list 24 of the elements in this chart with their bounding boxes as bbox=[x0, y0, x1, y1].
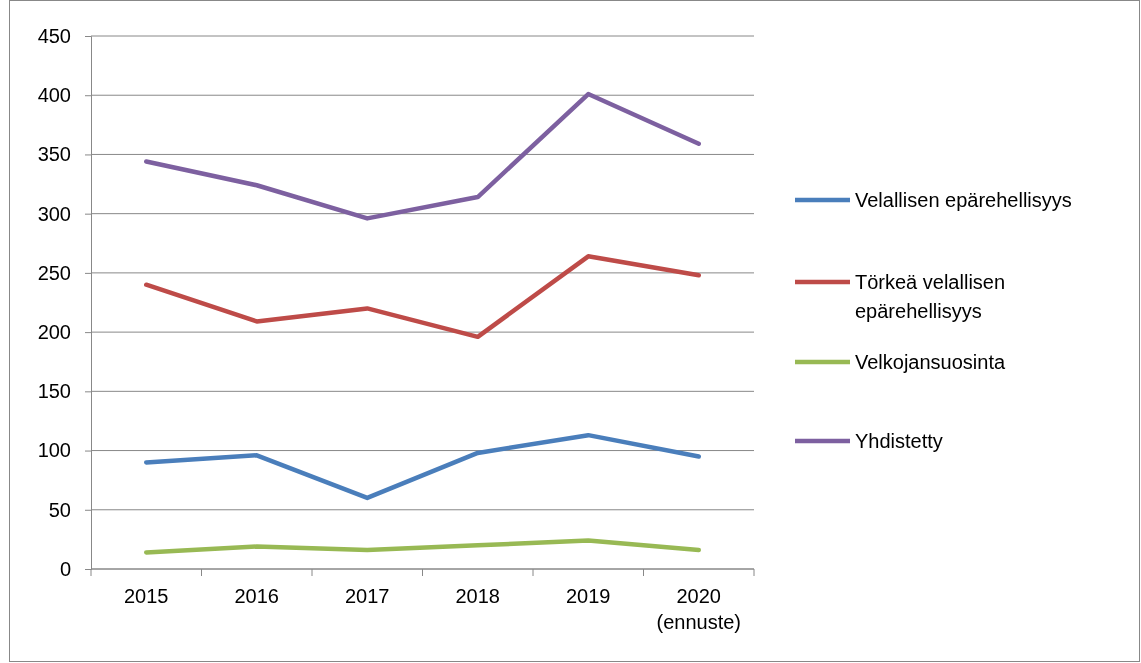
y-tick-label: 100 bbox=[37, 439, 71, 462]
line-series bbox=[144, 432, 701, 501]
y-tick-label: 350 bbox=[37, 143, 71, 166]
x-tick-label: 2017 bbox=[345, 585, 390, 607]
y-tick-label: 0 bbox=[59, 557, 71, 580]
line-series bbox=[144, 538, 701, 555]
legend-label: Velkojansuosinta bbox=[855, 351, 1006, 373]
y-tick-label: 250 bbox=[37, 261, 71, 284]
x-tick-label: 2018 bbox=[455, 585, 500, 607]
y-tick-label: 450 bbox=[37, 24, 71, 47]
legend-label: Velallisen epärehellisyys bbox=[855, 189, 1072, 211]
line-series bbox=[144, 254, 701, 340]
x-tick-label: 2020 (ennuste) bbox=[656, 585, 741, 633]
y-tick-label: 300 bbox=[37, 202, 71, 225]
y-tick-label: 400 bbox=[37, 84, 71, 107]
y-tick-label: 150 bbox=[37, 380, 71, 403]
legend-label: Yhdistetty bbox=[855, 430, 943, 452]
y-tick-label: 200 bbox=[37, 321, 71, 344]
x-tick-label: 2016 bbox=[234, 585, 279, 607]
y-tick-label: 50 bbox=[48, 498, 71, 521]
line-series bbox=[144, 91, 701, 221]
x-tick-label: 2019 bbox=[566, 585, 611, 607]
x-tick-label: 2015 bbox=[124, 585, 169, 607]
legend-label: Törkeä velallisen epärehellisyys bbox=[855, 271, 1006, 322]
